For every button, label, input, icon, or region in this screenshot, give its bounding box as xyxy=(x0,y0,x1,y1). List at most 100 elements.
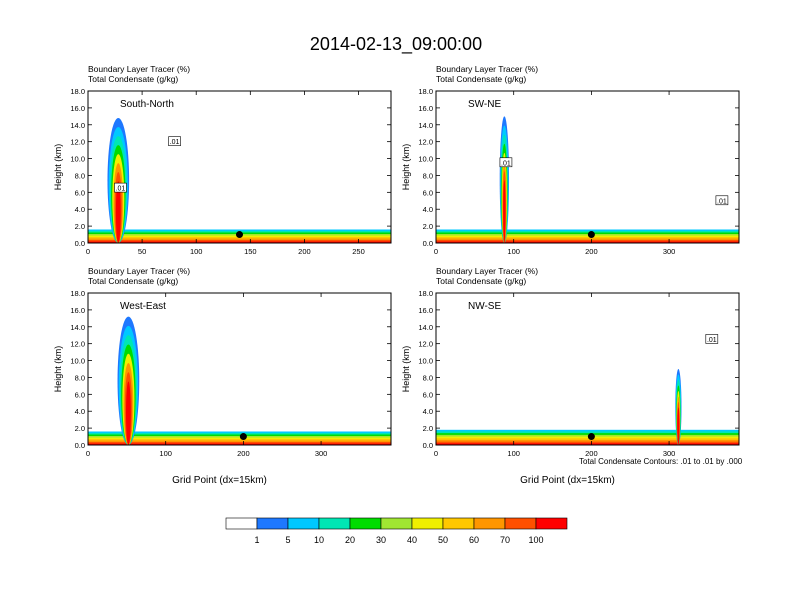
y-axis-label: Height (km) xyxy=(401,144,411,191)
colorbar-swatch xyxy=(442,517,475,530)
panel-name: West-East xyxy=(120,301,166,312)
panel-label-condensate: Total Condensate (g/kg) xyxy=(88,276,178,286)
location-marker xyxy=(587,433,595,441)
x-tick-label: 0 xyxy=(86,247,90,256)
location-marker xyxy=(239,433,247,441)
colorbar-label: 40 xyxy=(407,535,417,545)
colorbar-label: 20 xyxy=(345,535,355,545)
contour-label: .01 xyxy=(707,337,717,344)
panels: .01 .01 0.0 2.0 4.0 6.0 8.0 10.0 12.0 14.0 16.0 18.… xyxy=(53,64,740,486)
panel-name: SW-NE xyxy=(468,99,501,110)
x-tick-label: 100 xyxy=(190,247,203,256)
y-tick-label: 14.0 xyxy=(70,323,85,332)
y-tick-label: 8.0 xyxy=(423,373,433,382)
contour-label-box xyxy=(705,334,719,344)
surface-tracer-band xyxy=(436,443,739,445)
colorbar-swatch xyxy=(349,517,382,530)
plume-layer xyxy=(503,180,506,243)
colorbar-swatch xyxy=(504,517,537,530)
surface-tracer-band xyxy=(88,241,391,243)
y-tick-label: 12.0 xyxy=(418,138,433,147)
panel-west-east: 0.0 2.0 4.0 6.0 8.0 10.0 12.0 14.0 16.0 18.0 0 100 2… xyxy=(53,266,392,486)
x-tick-label: 0 xyxy=(434,449,438,458)
panel-label-condensate: Total Condensate (g/kg) xyxy=(436,74,526,84)
tracer-field: .01 .01 xyxy=(436,116,739,243)
y-tick-label: 10.0 xyxy=(70,155,85,164)
y-tick-label: 12.0 xyxy=(70,340,85,349)
y-tick-label: 8.0 xyxy=(75,373,85,382)
x-tick-label: 0 xyxy=(86,449,90,458)
contour-label: .01 xyxy=(501,160,511,167)
y-axis-label: Height (km) xyxy=(53,144,63,191)
y-tick-label: 2.0 xyxy=(423,424,433,433)
panel-label-condensate: Total Condensate (g/kg) xyxy=(88,74,178,84)
panel-label-condensate: Total Condensate (g/kg) xyxy=(436,276,526,286)
panel-label-tracer: Boundary Layer Tracer (%) xyxy=(88,266,190,276)
y-tick-label: 10.0 xyxy=(418,155,433,164)
y-tick-label: 10.0 xyxy=(70,357,85,366)
plume-layer xyxy=(677,407,680,445)
x-tick-label: 300 xyxy=(315,449,328,458)
y-tick-label: 4.0 xyxy=(423,407,433,416)
colorbar-swatch xyxy=(411,517,444,530)
panel-name: NW-SE xyxy=(468,301,501,312)
surface-tracer-band xyxy=(436,241,739,243)
y-tick-label: 18.0 xyxy=(418,289,433,298)
tracer-field: .01 .01 xyxy=(88,118,391,243)
colorbar-label: 30 xyxy=(376,535,386,545)
x-tick-label: 100 xyxy=(507,449,520,458)
tracer-field xyxy=(88,316,391,445)
contour-label: .01 xyxy=(116,186,126,193)
y-tick-label: 4.0 xyxy=(423,205,433,214)
y-tick-label: 6.0 xyxy=(423,188,433,197)
y-tick-label: 8.0 xyxy=(75,171,85,180)
contour-label-box xyxy=(715,195,729,206)
contour-label: .01 xyxy=(717,198,727,205)
panel-label-tracer: Boundary Layer Tracer (%) xyxy=(436,266,538,276)
y-tick-label: 2.0 xyxy=(75,424,85,433)
x-tick-label: 300 xyxy=(663,449,676,458)
y-axis-label: Height (km) xyxy=(53,346,63,393)
y-tick-label: 16.0 xyxy=(418,306,433,315)
y-tick-label: 10.0 xyxy=(418,357,433,366)
location-marker xyxy=(236,231,243,239)
panel-label-tracer: Boundary Layer Tracer (%) xyxy=(436,64,538,74)
y-tick-label: 16.0 xyxy=(70,104,85,113)
x-tick-label: 0 xyxy=(434,247,438,256)
contour-label: .01 xyxy=(170,139,180,146)
y-tick-label: 8.0 xyxy=(423,171,433,180)
colorbar-swatch xyxy=(380,517,413,530)
x-tick-label: 300 xyxy=(663,247,676,256)
panel-label-tracer: Boundary Layer Tracer (%) xyxy=(88,64,190,74)
y-tick-label: 6.0 xyxy=(75,188,85,197)
y-tick-label: 0.0 xyxy=(423,239,433,248)
x-axis-label: Grid Point (dx=15km) xyxy=(520,475,615,486)
location-marker xyxy=(587,231,595,239)
contour-label-box xyxy=(114,182,127,193)
y-tick-label: 14.0 xyxy=(70,121,85,130)
colorbar-label: 5 xyxy=(285,535,290,545)
colorbar-label: 50 xyxy=(438,535,448,545)
panel-name: South-North xyxy=(120,99,174,110)
colorbar-swatch xyxy=(318,517,351,530)
surface-tracer-band xyxy=(88,443,391,445)
colorbar-swatch xyxy=(225,517,258,530)
y-axis-label: Height (km) xyxy=(401,346,411,393)
y-tick-label: 16.0 xyxy=(70,306,85,315)
contour-label-box xyxy=(168,136,181,146)
x-axis-label: Grid Point (dx=15km) xyxy=(172,475,267,486)
y-tick-label: 16.0 xyxy=(418,104,433,113)
x-tick-label: 100 xyxy=(507,247,520,256)
panel-frame xyxy=(435,292,740,446)
y-tick-label: 0.0 xyxy=(75,441,85,450)
y-tick-label: 18.0 xyxy=(70,289,85,298)
panel-frame xyxy=(87,292,392,446)
y-tick-label: 6.0 xyxy=(75,390,85,399)
x-tick-label: 250 xyxy=(352,247,365,256)
plume-layer xyxy=(115,181,121,243)
y-tick-label: 4.0 xyxy=(75,205,85,214)
y-tick-label: 14.0 xyxy=(418,323,433,332)
colorbar-swatch xyxy=(535,517,568,530)
colorbar-swatch xyxy=(256,517,289,530)
